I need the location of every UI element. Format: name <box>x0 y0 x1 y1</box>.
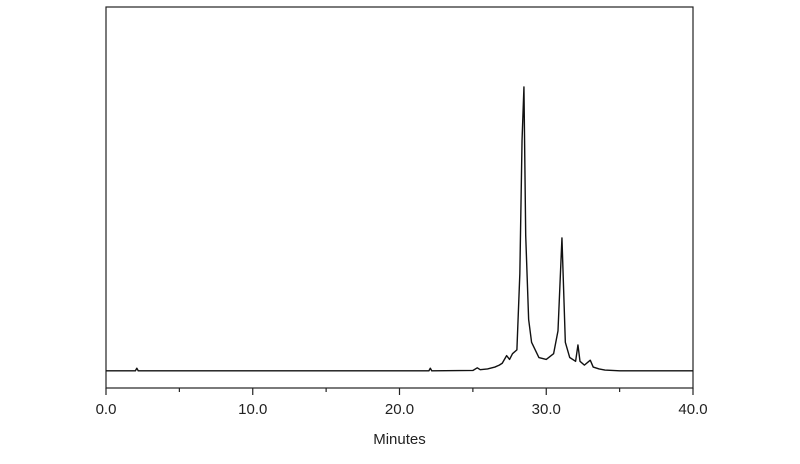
x-tick-label: 10.0 <box>238 401 267 418</box>
x-tick-label: 20.0 <box>385 401 414 418</box>
x-tick-label: 30.0 <box>532 401 561 418</box>
plot-frame <box>105 6 694 389</box>
x-tick-label: 0.0 <box>96 401 117 418</box>
x-tick-label: 40.0 <box>678 401 707 418</box>
signal-line <box>106 86 693 372</box>
x-axis-label: Minutes <box>373 431 426 448</box>
